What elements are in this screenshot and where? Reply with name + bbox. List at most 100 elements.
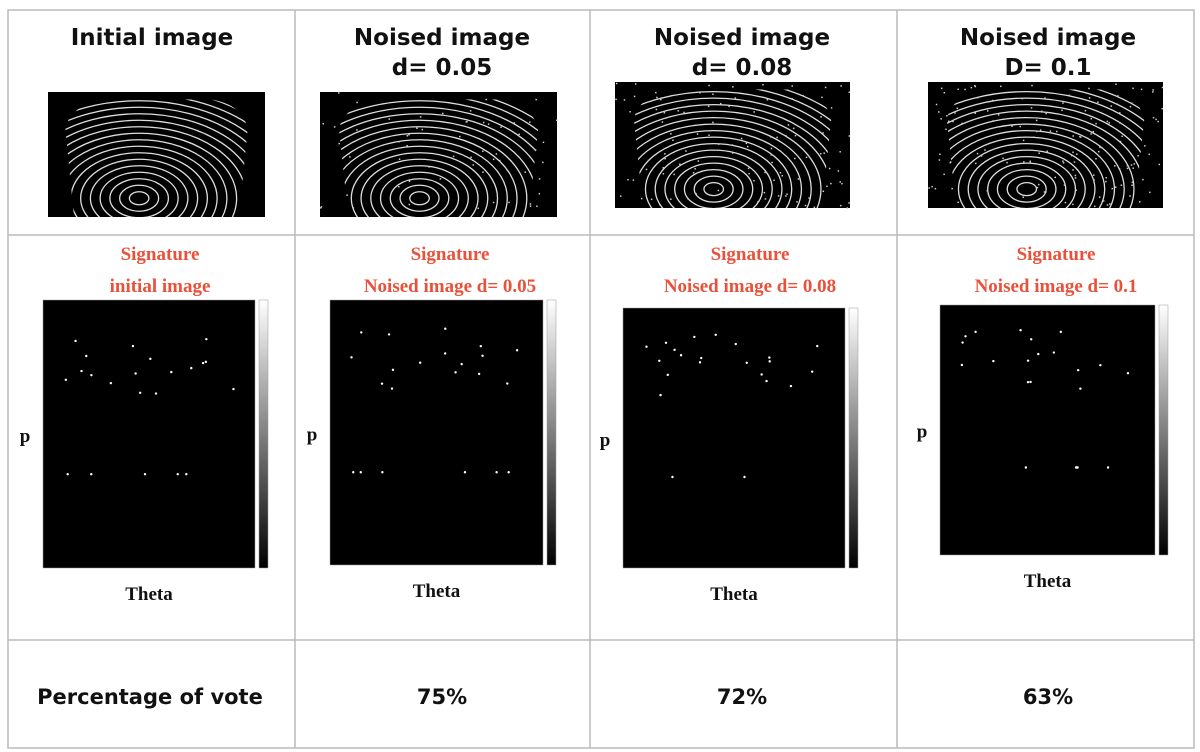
noise [840, 85, 842, 87]
noise [1000, 85, 1002, 88]
ridge [350, 152, 489, 217]
plot-area [329, 299, 544, 566]
ridge [389, 178, 450, 217]
noise [1131, 102, 1133, 105]
peak [201, 361, 205, 365]
ridge [338, 132, 518, 217]
peak [810, 370, 814, 373]
noise [848, 202, 850, 204]
noise [830, 107, 833, 109]
noise [822, 190, 825, 193]
noise [1063, 184, 1066, 186]
noise [974, 85, 977, 88]
noise [954, 112, 956, 114]
noise [961, 122, 963, 125]
plot-area [42, 299, 256, 569]
noise [1129, 195, 1131, 197]
ridge [967, 149, 1086, 208]
peak [460, 362, 463, 366]
noise [764, 198, 767, 200]
noise [943, 173, 945, 176]
noise [338, 92, 340, 94]
noise [470, 156, 472, 159]
colorbar [258, 299, 269, 569]
noise [779, 171, 782, 174]
noise [757, 201, 759, 203]
peak [645, 345, 648, 348]
ridge [360, 158, 479, 217]
noise [524, 171, 527, 173]
peak [391, 368, 395, 372]
noise [1149, 191, 1151, 194]
noise [712, 121, 714, 124]
peak [659, 393, 662, 397]
noise [1023, 161, 1025, 163]
noise [939, 153, 941, 156]
ridge [946, 97, 1145, 208]
noise [1036, 186, 1039, 189]
noise [1072, 203, 1074, 206]
noise [1158, 163, 1161, 166]
noise [1155, 118, 1157, 121]
noise [935, 103, 938, 106]
noise [745, 142, 748, 145]
noise [1161, 107, 1163, 110]
noise [797, 178, 800, 180]
noise [670, 198, 672, 200]
noise [1032, 136, 1035, 138]
noise [1161, 86, 1164, 89]
noise [673, 173, 675, 176]
noise [1144, 145, 1146, 147]
noise [1090, 133, 1092, 135]
peak [673, 348, 676, 352]
peak [671, 475, 674, 479]
peak [1019, 328, 1022, 332]
noise [819, 152, 822, 155]
peak [495, 471, 498, 474]
peak [109, 381, 113, 385]
noise [1021, 97, 1024, 100]
noise [770, 147, 773, 150]
peak [1026, 380, 1030, 384]
noise [699, 91, 701, 94]
noise [957, 201, 959, 204]
noise [1121, 135, 1123, 138]
peak [390, 387, 394, 390]
peak [204, 360, 208, 364]
noise [469, 110, 472, 112]
peak [1024, 466, 1028, 469]
column-subtitle: d= 0.08 [692, 55, 793, 81]
peak [1052, 351, 1056, 354]
noise [1088, 97, 1091, 99]
hough-plot [622, 307, 859, 569]
noise [1036, 130, 1038, 133]
noise [717, 143, 720, 145]
peak [387, 333, 391, 336]
peak [964, 335, 967, 338]
noise [1116, 103, 1119, 106]
noise [970, 86, 973, 89]
y-axis-label: p [917, 422, 928, 443]
ridge [633, 129, 803, 208]
peak [80, 369, 83, 373]
noise [796, 201, 798, 203]
noise [785, 135, 787, 137]
noise [1131, 184, 1133, 186]
noise [670, 133, 672, 135]
peak [359, 471, 362, 474]
noise [536, 205, 538, 208]
noise [951, 187, 953, 190]
ridge [65, 119, 248, 217]
noise [940, 118, 942, 120]
fingerprint-image [615, 82, 851, 209]
ridge [338, 106, 539, 217]
peak [789, 384, 793, 388]
peak [961, 341, 964, 344]
noise [791, 98, 794, 100]
noise [747, 167, 750, 170]
noise [472, 164, 475, 166]
row-label: Percentage of vote [37, 685, 263, 709]
peak [699, 356, 703, 360]
noise [1002, 118, 1005, 121]
peak [666, 373, 669, 377]
